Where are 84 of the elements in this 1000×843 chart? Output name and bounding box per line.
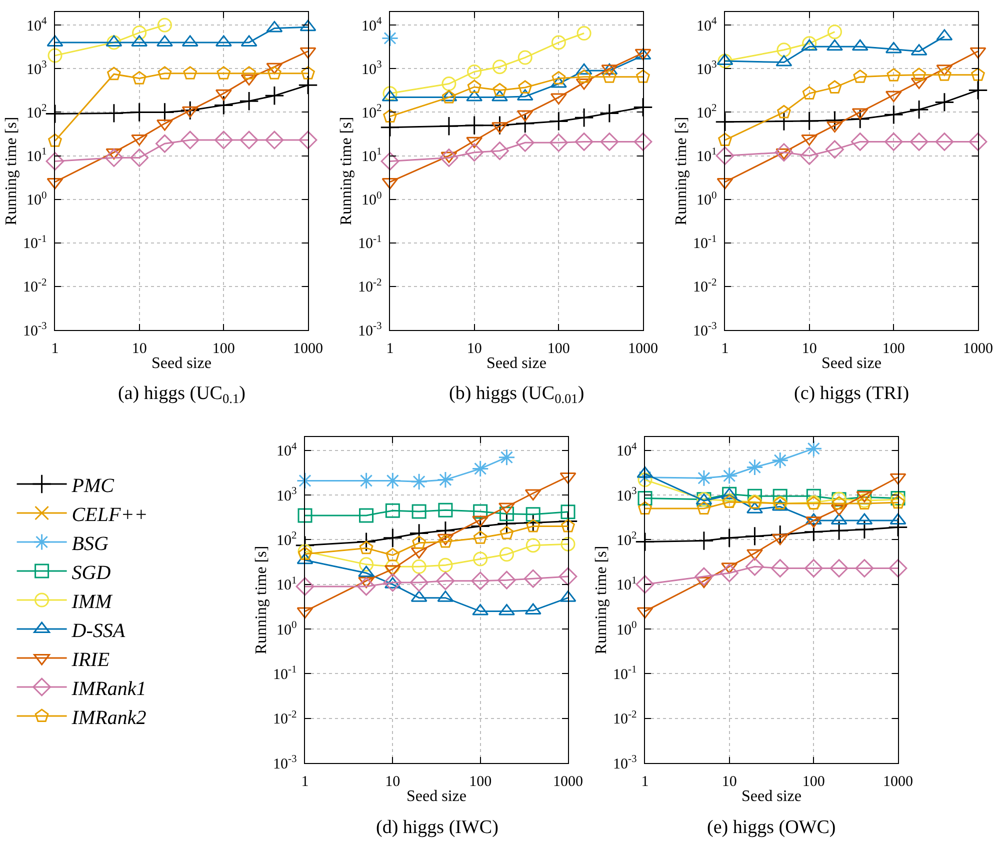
x-tick-label: 1 [51,341,59,358]
x-tick-label: 1000 [293,341,323,358]
y-tick-label: 10$^{2}$ [26,103,47,122]
y-tick-label: 10$^{0}$ [616,620,637,638]
y-tick-label: 10$^{-2}$ [273,709,297,728]
y-tick-label: 10$^{-1}$ [358,234,382,252]
y-tick-label: 10$^{4}$ [616,441,638,460]
y-tick-label: 10$^{0}$ [696,190,717,209]
y-tick-label: 10$^{-3}$ [693,320,717,340]
text: (c) higgs (TRI) [794,383,910,404]
y-axis-title: Running time [s] [253,546,270,654]
y-tick-label: 10$^{-3}$ [358,320,382,340]
y-tick-label: 10$^{0}$ [26,190,47,209]
y-tick-label: 10$^{0}$ [276,620,297,638]
y-axis-title: Running time [s] [673,116,690,226]
x-tick-label: 10 [385,774,400,790]
y-tick-label: 10$^{-3}$ [273,754,297,772]
x-axis-title: Seed size [152,354,212,372]
y-tick-label: 10$^{3}$ [362,60,382,78]
y-axis-title: Running time [s] [3,116,20,226]
y-axis-title: Running time [s] [593,546,610,654]
legend-label: IMM [70,590,114,613]
legend-label: IMRank2 [70,706,146,729]
y-tick-label: 10$^{3}$ [26,60,47,78]
x-tick-label: 1 [721,341,729,358]
x-tick-label: 10 [802,341,817,358]
x-tick-label: 1000 [963,341,993,358]
y-tick-label: 10$^{-3}$ [613,754,637,772]
legend-label: PMC [70,474,115,497]
legend-label: BSG [72,532,110,555]
x-tick-label: 10 [132,341,147,358]
y-tick-label: 10$^{4}$ [276,441,298,460]
y-tick-label: 10$^{-2}$ [613,709,637,728]
x-tick-label: 1000 [553,774,583,790]
y-tick-label: 10$^{4}$ [696,16,718,34]
x-tick-label: 1 [641,774,649,790]
text: (b) higgs (UC$_{0.01}$) [449,383,584,406]
x-tick-label: 1 [386,341,394,358]
text: (d) higgs (IWC) [376,817,498,838]
x-tick-label: 10 [466,341,482,358]
y-tick-label: 10$^{4}$ [362,16,383,34]
x-axis-title: Seed size [822,354,882,372]
y-tick-label: 10$^{1}$ [362,146,382,166]
x-tick-label: 1000 [628,341,658,358]
x-tick-label: 100 [802,774,825,790]
x-tick-label: 1 [301,774,309,790]
y-tick-label: 10$^{-3}$ [23,320,47,340]
x-axis-title: Seed size [406,788,466,805]
y-tick-label: 10$^{0}$ [362,190,382,209]
legend-label: D-SSA [70,620,126,642]
y-tick-label: 10$^{-1}$ [273,664,297,683]
y-tick-label: 10$^{-2}$ [358,277,382,296]
y-tick-label: 10$^{1}$ [276,575,297,594]
x-tick-label: 100 [469,774,492,790]
x-tick-label: 1000 [883,774,913,790]
y-tick-label: 10$^{-2}$ [693,277,717,296]
x-tick-label: 100 [212,341,235,358]
y-tick-label: 10$^{2}$ [696,103,717,122]
y-tick-label: 10$^{1}$ [696,146,717,166]
y-tick-label: 10$^{1}$ [26,146,47,166]
y-tick-label: 10$^{2}$ [362,103,382,122]
y-tick-label: 10$^{1}$ [616,575,637,594]
x-tick-label: 100 [547,341,570,358]
legend-label: CELF++ [72,504,148,526]
y-tick-label: 10$^{3}$ [276,486,297,504]
x-axis-title: Seed size [486,354,546,372]
legend-label: IRIE [70,648,110,671]
y-tick-label: 10$^{-1}$ [693,234,717,252]
y-tick-label: 10$^{3}$ [616,486,637,504]
y-tick-label: 10$^{-1}$ [23,234,47,252]
text: (a) higgs (UC$_{0.1}$) [118,383,246,406]
x-tick-label: 10 [722,774,737,790]
y-axis-title: Running time [s] [338,116,356,226]
y-tick-label: 10$^{2}$ [616,530,637,549]
x-tick-label: 100 [882,341,905,358]
legend-label: SGD [72,562,112,584]
y-tick-label: 10$^{-1}$ [613,664,637,683]
y-tick-label: 10$^{2}$ [276,530,297,549]
x-axis-title: Seed size [742,788,802,805]
text: (e) higgs (OWC) [707,817,836,838]
y-tick-label: 10$^{4}$ [26,16,48,34]
y-tick-label: 10$^{3}$ [696,60,717,78]
y-tick-label: 10$^{-2}$ [23,277,47,296]
legend-label: IMRank1 [70,678,146,700]
